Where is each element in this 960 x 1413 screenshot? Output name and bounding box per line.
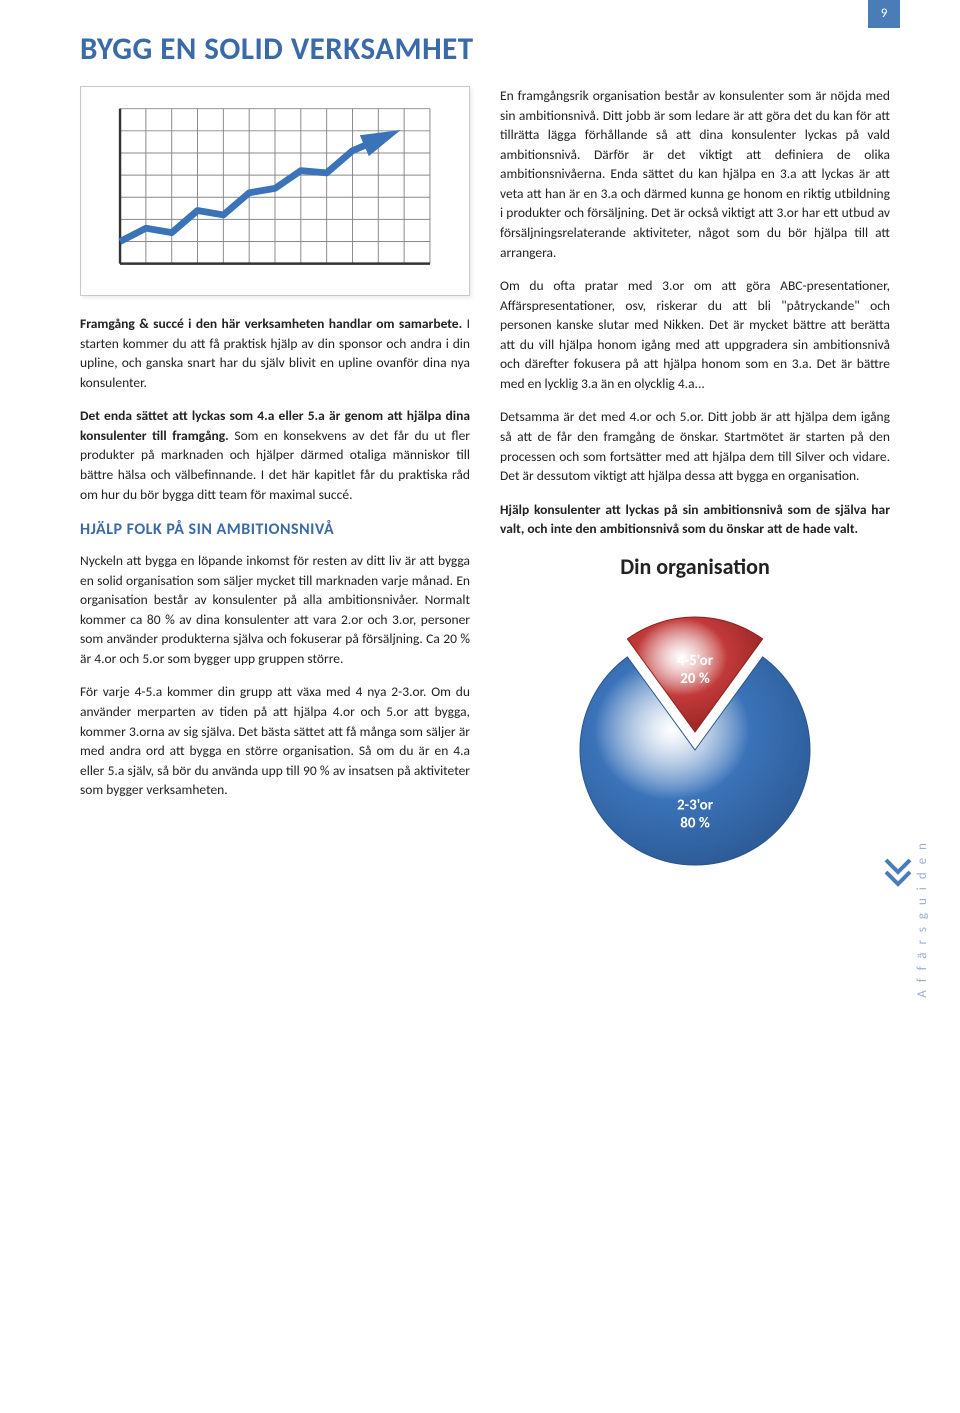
svg-text:2-3'or: 2-3'or: [677, 796, 714, 814]
growth-line-chart: [80, 86, 470, 296]
page-container: BYGG EN SOLID VERKSAMHET Framgång & succ…: [0, 0, 960, 915]
left-paragraph-3: Nyckeln att bygga en löpande inkomst för…: [80, 551, 470, 668]
pie-chart: 4-5'or20 % 2-3'or80 %: [500, 590, 890, 885]
right-paragraph-3: Detsamma är det med 4.or och 5.or. Ditt …: [500, 407, 890, 485]
page-title: BYGG EN SOLID VERKSAMHET: [80, 30, 890, 68]
section-heading-ambition: HJÄLP FOLK PÅ SIN AMBITIONSNIVÅ: [80, 520, 470, 539]
right-paragraph-4: Hjälp konsulenter att lyckas på sin ambi…: [500, 500, 890, 539]
two-column-layout: Framgång & succé i den här verksamheten …: [80, 86, 890, 885]
pie-chart-title: Din organisation: [500, 553, 890, 580]
right-paragraph-1: En framgångsrik organisation består av k…: [500, 86, 890, 262]
corner-chevron-icon: [884, 858, 912, 897]
svg-text:20 %: 20 %: [680, 670, 710, 688]
left-paragraph-2: Det enda sättet att lyckas som 4.a eller…: [80, 406, 470, 504]
right-column: En framgångsrik organisation består av k…: [500, 86, 890, 885]
svg-text:4-5'or: 4-5'or: [677, 652, 714, 670]
svg-text:80 %: 80 %: [680, 814, 710, 832]
pie-chart-svg: 4-5'or20 % 2-3'or80 %: [545, 590, 845, 880]
right-p4-bold: Hjälp konsulenter att lyckas på sin ambi…: [500, 501, 890, 538]
left-column: Framgång & succé i den här verksamheten …: [80, 86, 470, 885]
right-paragraph-2: Om du ofta pratar med 3.or om att göra A…: [500, 276, 890, 393]
left-paragraph-1: Framgång & succé i den här verksamheten …: [80, 314, 470, 392]
growth-chart-svg: [93, 99, 457, 283]
side-margin-label: Affärsguiden: [915, 835, 930, 998]
page-number-tab: 9: [868, 0, 900, 28]
left-p1-bold: Framgång & succé i den här verksamheten …: [80, 315, 462, 332]
left-paragraph-4: För varje 4-5.a kommer din grupp att väx…: [80, 682, 470, 799]
